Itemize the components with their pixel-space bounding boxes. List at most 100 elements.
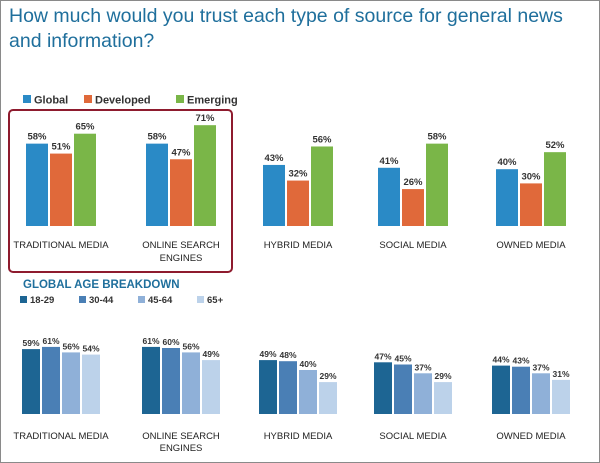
bar-emerging-online-search-engines [194, 125, 216, 226]
bar-age-18-29-online-search-engines [142, 346, 160, 414]
value-label-age-45-64-traditional-media: 56% [62, 341, 79, 351]
category-label-owned-media-0: OWNED MEDIA [496, 240, 566, 251]
legend-label-emerging: Emerging [187, 95, 238, 107]
category-label-traditional-media-0: TRADITIONAL MEDIA [13, 240, 109, 251]
category-label-online-search-engines-0: ONLINE SEARCH [142, 240, 220, 251]
legend-swatch-developed [84, 95, 92, 103]
value-label-age-65-owned-media: 31% [552, 369, 569, 379]
age-breakdown-title: GLOBAL AGE BREAKDOWN [23, 279, 180, 291]
highlight-box [8, 109, 233, 273]
bar-age-45-64-online-search-engines [182, 352, 200, 414]
legend-swatch-30-44 [79, 296, 86, 303]
legend-label-30-44: 30-44 [89, 295, 114, 306]
bar-age-65-traditional-media [82, 354, 100, 414]
bar-developed-traditional-media [50, 153, 72, 226]
category-label-hybrid-media-0: HYBRID MEDIA [264, 240, 333, 251]
bar-age-18-29-hybrid-media [259, 360, 277, 414]
bar-emerging-hybrid-media [311, 146, 333, 226]
value-label-global-owned-media: 40% [497, 157, 517, 168]
value-label-age-18-29-online-search-engines: 61% [142, 336, 159, 346]
bar-age-65-social-media [434, 382, 452, 414]
bar-emerging-owned-media [544, 152, 566, 226]
legend-swatch-18-29 [20, 296, 27, 303]
legend-label-65: 65+ [207, 295, 224, 306]
value-label-age-65-online-search-engines: 49% [202, 349, 219, 359]
bar-age-65-owned-media [552, 379, 570, 414]
bar-age-18-29-social-media [374, 362, 392, 414]
bar-age-18-29-traditional-media [22, 349, 40, 414]
value-label-developed-online-search-engines: 47% [171, 147, 191, 158]
bar-age-30-44-online-search-engines [162, 348, 180, 414]
category-label-online-search-engines-1: ENGINES [160, 253, 203, 264]
bar-age-65-online-search-engines [202, 360, 220, 414]
value-label-age-65-traditional-media: 54% [82, 344, 99, 354]
value-label-age-45-64-social-media: 37% [414, 362, 431, 372]
bar-age-18-29-owned-media [492, 365, 510, 414]
value-label-age-45-64-hybrid-media: 40% [299, 359, 316, 369]
bar-emerging-traditional-media [74, 133, 96, 226]
value-label-emerging-owned-media: 52% [545, 140, 565, 151]
bar-age-30-44-owned-media [512, 366, 530, 414]
bar-developed-online-search-engines [170, 159, 192, 226]
bar-age-65-hybrid-media [319, 382, 337, 414]
value-label-age-30-44-owned-media: 43% [512, 356, 529, 366]
legend-label-45-64: 45-64 [148, 295, 173, 306]
bar-age-45-64-owned-media [532, 373, 550, 414]
category-label-age-online-search-engines-0: ONLINE SEARCH [142, 431, 220, 442]
value-label-global-traditional-media: 58% [27, 132, 47, 143]
value-label-global-hybrid-media: 43% [264, 153, 284, 164]
legend-label-global: Global [34, 95, 68, 107]
bar-global-online-search-engines [146, 143, 168, 226]
bar-age-45-64-hybrid-media [299, 370, 317, 414]
bar-age-30-44-hybrid-media [279, 361, 297, 414]
value-label-global-online-search-engines: 58% [147, 132, 167, 143]
legend-swatch-global [23, 95, 31, 103]
legend-label-developed: Developed [95, 95, 151, 107]
bar-age-45-64-social-media [414, 373, 432, 414]
value-label-age-65-hybrid-media: 29% [319, 371, 336, 381]
value-label-developed-owned-media: 30% [521, 171, 541, 182]
value-label-age-65-social-media: 29% [434, 371, 451, 381]
value-label-age-18-29-hybrid-media: 49% [259, 349, 276, 359]
category-label-age-traditional-media-0: TRADITIONAL MEDIA [13, 431, 109, 442]
value-label-developed-social-media: 26% [403, 177, 423, 188]
bar-age-30-44-social-media [394, 364, 412, 414]
value-label-age-30-44-social-media: 45% [394, 354, 411, 364]
legend-swatch-65 [197, 296, 204, 303]
category-label-social-media-0: SOCIAL MEDIA [379, 240, 447, 251]
bar-developed-hybrid-media [287, 180, 309, 226]
value-label-emerging-online-search-engines: 71% [195, 113, 215, 124]
value-label-emerging-traditional-media: 65% [75, 122, 95, 133]
value-label-developed-hybrid-media: 32% [288, 169, 308, 180]
bar-developed-owned-media [520, 183, 542, 226]
bar-global-traditional-media [26, 143, 48, 226]
legend-swatch-emerging [176, 95, 184, 103]
bar-global-owned-media [496, 169, 518, 226]
category-label-age-social-media-0: SOCIAL MEDIA [379, 431, 447, 442]
legend-swatch-45-64 [138, 296, 145, 303]
value-label-age-45-64-owned-media: 37% [532, 362, 549, 372]
value-label-global-social-media: 41% [379, 156, 399, 167]
value-label-developed-traditional-media: 51% [51, 142, 71, 153]
bar-global-social-media [378, 167, 400, 226]
bar-developed-social-media [402, 189, 424, 226]
value-label-age-30-44-traditional-media: 61% [42, 336, 59, 346]
bar-emerging-social-media [426, 143, 448, 226]
value-label-age-18-29-owned-media: 44% [492, 355, 509, 365]
value-label-emerging-hybrid-media: 56% [312, 134, 332, 145]
bar-age-30-44-traditional-media [42, 346, 60, 414]
category-label-age-hybrid-media-0: HYBRID MEDIA [264, 431, 333, 442]
bar-age-45-64-traditional-media [62, 352, 80, 414]
category-label-age-owned-media-0: OWNED MEDIA [496, 431, 566, 442]
value-label-age-30-44-online-search-engines: 60% [162, 337, 179, 347]
value-label-emerging-social-media: 58% [427, 132, 447, 143]
legend-label-18-29: 18-29 [30, 295, 54, 306]
category-label-age-online-search-engines-1: ENGINES [160, 443, 203, 454]
bar-global-hybrid-media [263, 164, 285, 226]
value-label-age-45-64-online-search-engines: 56% [182, 341, 199, 351]
chart-title: How much would you trust each type of so… [9, 5, 563, 52]
value-label-age-30-44-hybrid-media: 48% [279, 350, 296, 360]
value-label-age-18-29-traditional-media: 59% [22, 338, 39, 348]
